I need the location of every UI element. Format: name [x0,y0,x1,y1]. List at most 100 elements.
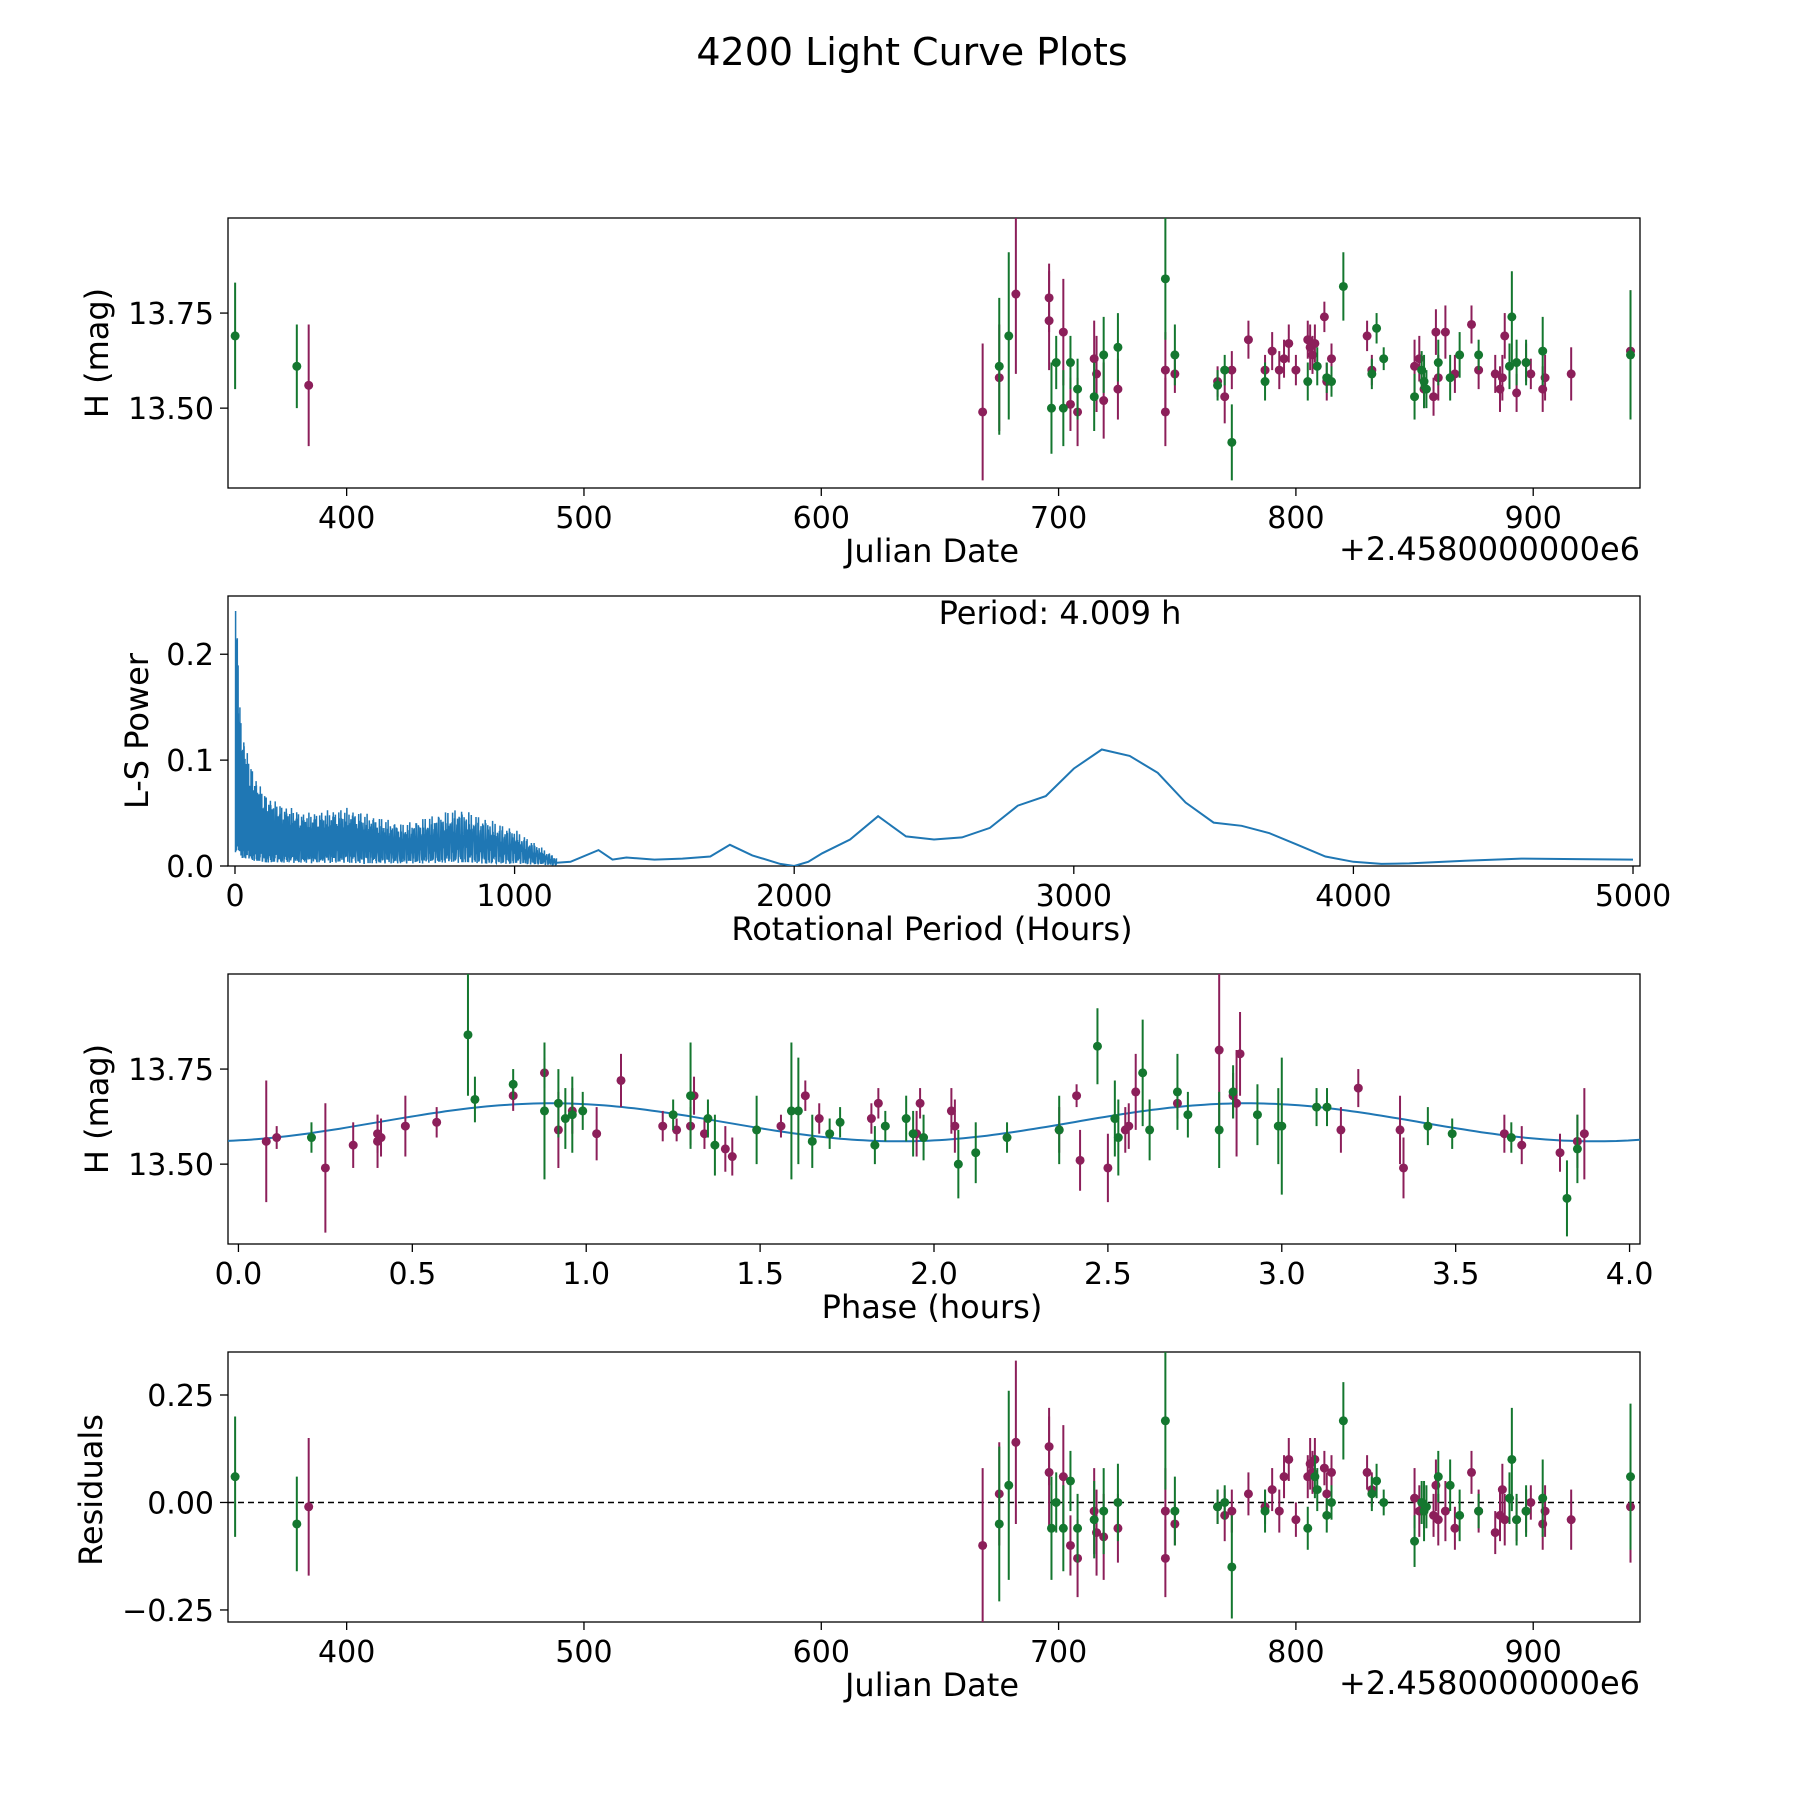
data-point-green [1367,369,1377,379]
residuals-ylabel: Residuals [72,1414,110,1566]
data-point-red [348,1140,358,1150]
data-point-red [1113,384,1123,394]
phased-ticks: 0.0 0.5 1.0 1.5 2.0 2.5 3.0 3.5 4.0 13.50 13.75 [128,1053,1653,1292]
data-point-green [1227,437,1237,447]
data-point-green [463,1030,473,1040]
data-point-red [1353,1083,1363,1093]
data-point-red [1326,354,1336,364]
data-point-green [1445,373,1455,383]
data-point-green [306,1133,316,1143]
data-point-green [1455,350,1465,360]
data-point-red [320,1163,330,1173]
lightcurve-xtick-label: 800 [1267,501,1324,536]
data-point-red [1243,335,1253,345]
data-point-green [1113,342,1123,352]
data-point-red [1450,1523,1460,1533]
lightcurve-xlabel: Julian Date [843,532,1019,570]
lightcurve-marks [230,218,1636,481]
residuals-panel: 400 500 600 700 800 900 −0.25 0.00 0.25 Julian D… [72,1351,1641,1704]
data-point-green [1474,350,1484,360]
data-point-green [1058,1523,1068,1533]
data-point-green [1372,323,1382,333]
data-point-green [994,1519,1004,1529]
data-point-red [1291,1515,1301,1525]
phased-xtick-label: 1.0 [562,1257,610,1292]
data-point-green [1421,384,1431,394]
data-point-green [1113,1497,1123,1507]
data-point-green [1228,1087,1238,1097]
data-point-green [1065,1476,1075,1486]
data-point-green [1326,377,1336,387]
phased-marks [228,974,1640,1237]
data-point-red [1214,1045,1224,1055]
residuals-xtick-label: 700 [1030,1635,1087,1670]
data-point-green [1626,350,1636,360]
data-point-red [1497,1485,1507,1495]
data-point-green [292,361,302,371]
data-point-green [1170,1506,1180,1516]
residuals-xlabel: Julian Date [843,1666,1019,1704]
lightcurve-frame [227,217,1641,489]
lightcurve-xtick-label: 500 [555,501,612,536]
lightcurve-panel: 400 500 600 700 800 900 13.50 13.75 Julian Date… [78,217,1641,570]
data-point-red [272,1133,282,1143]
phased-xtick-label: 2.0 [910,1257,958,1292]
data-point-green [1521,358,1531,368]
residuals-xtick-label: 800 [1267,1635,1324,1670]
data-point-red [1410,1493,1420,1503]
data-point-green [292,1519,302,1529]
periodogram-xtick-label: 5000 [1595,879,1671,914]
data-point-green [1051,1497,1061,1507]
phased-xtick-label: 3.0 [1258,1257,1306,1292]
data-point-red [1467,319,1477,329]
data-point-red [1058,1472,1068,1482]
phased-xtick-label: 0.0 [215,1257,263,1292]
data-point-green [470,1094,480,1104]
data-point-green [1372,1476,1382,1486]
data-point-green [1423,1121,1433,1131]
data-point-red [1160,1553,1170,1563]
periodogram-xtick-label: 3000 [1036,879,1112,914]
period-annotation: Period: 4.009 h [939,594,1182,632]
data-point-green [686,1091,696,1101]
data-point-red [1429,392,1439,402]
data-point-red [1362,1467,1372,1477]
phased-ylabel: H (mag) [78,1044,116,1174]
data-point-green [1312,1102,1322,1112]
data-point-green [1058,403,1068,413]
data-point-green [1004,1480,1014,1490]
data-point-red [1058,327,1068,337]
data-point-red [1065,399,1075,409]
data-point-green [752,1125,762,1135]
residuals-xtick-label: 600 [793,1635,850,1670]
data-point-red [1500,331,1510,341]
data-point-green [508,1079,518,1089]
data-point-red [400,1121,410,1131]
data-point-green [880,1121,890,1131]
data-point-green [1213,380,1223,390]
residuals-xtick-label: 900 [1505,1635,1562,1670]
data-point-green [1326,1497,1336,1507]
data-point-green [1521,1506,1531,1516]
periodogram-ticks: 0 1000 2000 3000 4000 5000 0.0 0.1 0.2 [166,638,1671,914]
periodogram-ytick-label: 0.0 [166,850,214,885]
data-point-green [1538,346,1548,356]
residuals-frame [227,1351,1641,1623]
data-point-red [261,1136,271,1146]
data-point-green [1421,1502,1431,1512]
data-point-green [230,1472,240,1482]
data-point-green [710,1140,720,1150]
data-point-red [1220,392,1230,402]
data-point-red [1410,361,1420,371]
periodogram-xtick-label: 0 [225,879,244,914]
periodogram-panel: 0 1000 2000 3000 4000 5000 0.0 0.1 0.2 Period: 4… [118,594,1671,948]
data-point-red [1044,1467,1054,1477]
data-point-red [1227,365,1237,375]
data-point-red [1160,365,1170,375]
data-point-red [376,1133,386,1143]
data-point-red [1243,1489,1253,1499]
data-point-green [1092,1041,1102,1051]
data-point-green [1445,1480,1455,1490]
data-point-red [1362,331,1372,341]
data-point-green [1220,1497,1230,1507]
